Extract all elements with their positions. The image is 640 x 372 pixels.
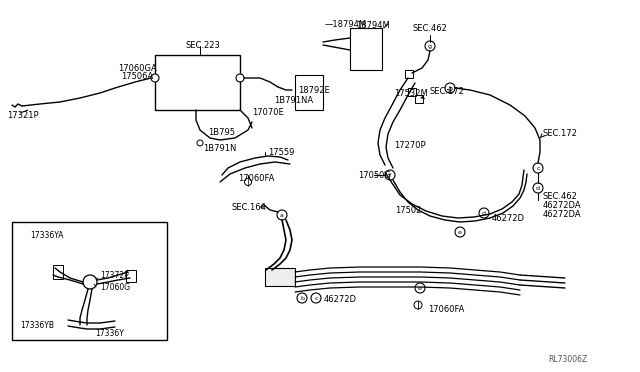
Text: 17060FA: 17060FA (238, 173, 275, 183)
Text: 17321P: 17321P (7, 110, 38, 119)
Text: e: e (418, 285, 422, 291)
Circle shape (236, 74, 244, 82)
Text: 1B795: 1B795 (208, 128, 235, 137)
Text: 46272D: 46272D (324, 295, 357, 304)
Text: 17502: 17502 (395, 205, 421, 215)
Text: 17336YA: 17336YA (30, 231, 63, 240)
Text: 17270P: 17270P (394, 141, 426, 150)
Text: —18794M: —18794M (325, 19, 367, 29)
Text: SEC.462: SEC.462 (543, 192, 578, 201)
Circle shape (455, 227, 465, 237)
Circle shape (311, 293, 321, 303)
Circle shape (425, 41, 435, 51)
Text: 17559: 17559 (268, 148, 294, 157)
Bar (126, 270, 136, 282)
Text: 17060GA: 17060GA (118, 64, 157, 73)
Text: 46272DA: 46272DA (543, 209, 582, 218)
Circle shape (533, 183, 543, 193)
Text: c: c (536, 166, 540, 170)
Text: 18794M: 18794M (356, 20, 390, 29)
Circle shape (197, 140, 203, 146)
Circle shape (415, 283, 425, 293)
Bar (12, 222, 167, 340)
Text: RL73006Z: RL73006Z (548, 356, 588, 365)
Bar (350, 28, 382, 70)
Text: 17532M: 17532M (394, 89, 428, 97)
Text: 18792E: 18792E (298, 86, 330, 94)
Text: c: c (314, 295, 317, 301)
Circle shape (244, 179, 252, 186)
Circle shape (297, 293, 307, 303)
Circle shape (414, 301, 422, 309)
Text: 17060FA: 17060FA (428, 305, 465, 314)
Text: 17050G: 17050G (358, 170, 391, 180)
Text: f: f (389, 173, 391, 177)
Circle shape (277, 210, 287, 220)
Bar (155, 55, 240, 110)
Text: 17336YB: 17336YB (20, 321, 54, 330)
Circle shape (445, 83, 455, 93)
Text: 46272D: 46272D (492, 214, 525, 222)
Text: 17372P: 17372P (100, 270, 129, 279)
Text: 46272DA: 46272DA (543, 201, 582, 209)
Bar (415, 95, 423, 103)
Circle shape (533, 163, 543, 173)
Bar (405, 70, 413, 78)
Text: h: h (448, 86, 452, 90)
Circle shape (385, 170, 395, 180)
Text: 1B791NA: 1B791NA (274, 96, 313, 105)
Text: d: d (536, 186, 540, 190)
Text: b: b (300, 295, 304, 301)
Bar (53, 265, 63, 279)
Circle shape (83, 275, 97, 289)
Text: d: d (482, 211, 486, 215)
Text: SEC.164: SEC.164 (232, 202, 267, 212)
Text: e: e (458, 230, 462, 234)
Bar (408, 88, 416, 96)
Text: SEC.223: SEC.223 (185, 41, 220, 49)
Text: 1B791N: 1B791N (203, 144, 236, 153)
Text: a: a (280, 212, 284, 218)
Text: SEC.172: SEC.172 (430, 87, 465, 96)
Bar (265, 268, 295, 286)
Text: 17060G: 17060G (100, 283, 130, 292)
Text: 17070E: 17070E (252, 108, 284, 116)
Text: SEC.172: SEC.172 (543, 128, 578, 138)
Circle shape (479, 208, 489, 218)
Bar (295, 75, 323, 110)
Text: g: g (428, 44, 432, 48)
Text: SEC.462: SEC.462 (413, 23, 448, 32)
Circle shape (151, 74, 159, 82)
Text: 17336Y: 17336Y (95, 330, 124, 339)
Text: 17506A: 17506A (121, 71, 153, 80)
